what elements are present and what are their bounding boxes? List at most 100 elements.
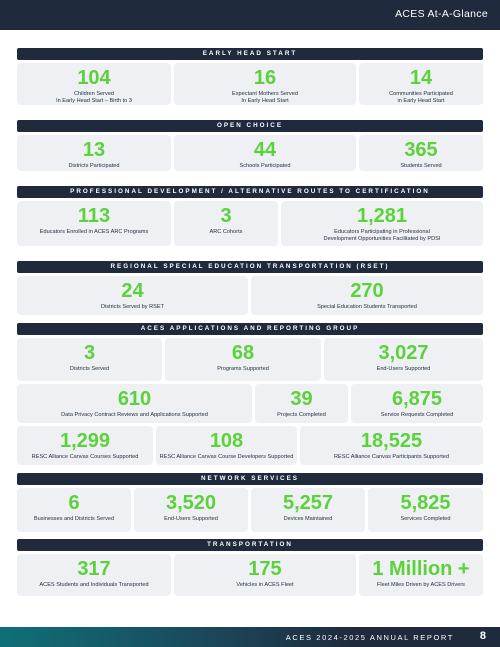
stat-card: 270 Special Education Students Transporte…	[251, 276, 483, 315]
section-6: TRANSPORTATION 317 ACES Students and Indiv…	[17, 539, 483, 596]
stat-value: 317	[77, 558, 111, 580]
section-title: OPEN CHOICE	[17, 120, 483, 132]
stat-value: 3,027	[378, 342, 429, 364]
stat-card: 6,875 Service Requests Completed	[351, 384, 483, 423]
page-header-title: ACES At-A-Glance	[395, 8, 488, 20]
stat-value: 6	[68, 492, 80, 514]
stat-card: 6 Businesses and Districts Served	[17, 488, 131, 532]
stat-label: Programs Supported	[217, 366, 269, 372]
stat-row: 13 Districts Participated 44 Schools Partic…	[17, 135, 483, 171]
stat-label: Expectant Mothers Served In Early Head S…	[232, 91, 298, 105]
stat-label: End-Users Supported	[376, 366, 431, 372]
section-2: PROFESSIONAL DEVELOPMENT / ALTERNATIVE R…	[17, 186, 483, 246]
stat-card: 39 Projects Completed	[255, 384, 348, 423]
section-5: NETWORK SERVICES 6 Businesses and District…	[17, 473, 483, 532]
stat-card: 104 Children Served In Early Head Start –…	[17, 63, 171, 105]
stat-card: 1 Million + Fleet Miles Driven by ACES Dr…	[359, 554, 483, 596]
stat-label: Data Privacy Contract Reviews and Applic…	[61, 412, 208, 418]
stat-label: Districts Served	[69, 366, 110, 372]
stat-card: 44 Schools Participated	[174, 135, 356, 171]
stat-label: Districts Participated	[68, 163, 120, 169]
stat-card: 113 Educators Enrolled in ACES ARC Progra…	[17, 201, 171, 246]
stat-label: Service Requests Completed	[380, 412, 454, 418]
section-title: PROFESSIONAL DEVELOPMENT / ALTERNATIVE R…	[17, 186, 483, 198]
stat-label: Districts Served by RSET	[100, 304, 165, 310]
stat-value: 3,520	[165, 492, 217, 514]
stat-card: 3,520 End-Users Supported	[134, 488, 248, 532]
stat-label: RESC Alliance Canvas Courses Supported	[31, 454, 139, 460]
stat-card: 16 Expectant Mothers Served In Early Head…	[174, 63, 356, 105]
stat-label: Students Served	[400, 163, 442, 169]
stat-row: 24 Districts Served by RSET 270 Special Edu…	[17, 276, 483, 315]
stat-value: 1 Million +	[372, 558, 470, 580]
stat-label: Special Education Students Transported	[317, 304, 417, 310]
section-title: TRANSPORTATION	[17, 539, 483, 551]
stat-value: 44	[253, 139, 277, 161]
section-0: EARLY HEAD START 104 Children Served In Ea…	[17, 48, 483, 105]
stat-value: 1,281	[356, 205, 408, 227]
stat-row: 1,299 RESC Alliance Canvas Courses Suppor…	[17, 426, 483, 465]
footer-report-title: ACES 2024-2025 ANNUAL REPORT	[285, 633, 454, 642]
section-3: REGIONAL SPECIAL EDUCATION TRANSPORTATIO…	[17, 261, 483, 315]
stat-value: 18,525	[360, 430, 423, 452]
stat-label: Communities Participated in Early Head S…	[389, 91, 453, 105]
stat-card: 18,525 RESC Alliance Canvas Participants …	[300, 426, 483, 465]
stat-card: 3 ARC Cohorts	[174, 201, 278, 246]
stat-card: 108 RESC Alliance Canvas Course Developer…	[156, 426, 297, 465]
stat-card: 3,027 End-Users Supported	[324, 338, 483, 381]
stat-card: 14 Communities Participated in Early Head…	[359, 63, 483, 105]
stat-label: RESC Alliance Canvas Participants Suppor…	[333, 454, 450, 460]
stat-label: Educators Participating in Professional …	[323, 229, 441, 243]
stat-label: Schools Participated	[239, 163, 291, 169]
stat-value: 16	[253, 67, 277, 89]
stat-value: 3	[220, 205, 232, 227]
stat-label: End-Users Supported	[164, 516, 218, 522]
section-title: EARLY HEAD START	[17, 48, 483, 60]
stat-value: 108	[209, 430, 244, 452]
stat-label: ACES Students and Individuals Transporte…	[39, 582, 149, 588]
stat-label: Services Completed	[400, 516, 451, 522]
stat-label: Devices Maintained	[283, 516, 333, 522]
stat-row: 3 Districts Served 68 Programs Supported 3,0…	[17, 338, 483, 381]
stat-label: Fleet Miles Driven by ACES Drivers	[377, 582, 465, 588]
stat-value: 104	[77, 67, 111, 89]
stat-label: Projects Completed	[277, 412, 326, 418]
stat-card: 24 Districts Served by RSET	[17, 276, 248, 315]
section-4: ACES APPLICATIONS AND REPORTING GROUP 3 Di…	[17, 323, 483, 465]
stat-value: 175	[248, 558, 282, 580]
stat-card: 365 Students Served	[359, 135, 483, 171]
stat-value: 24	[121, 280, 144, 302]
stat-row: 610 Data Privacy Contract Reviews and App…	[17, 384, 483, 423]
stat-card: 3 Districts Served	[17, 338, 162, 381]
stat-row: 104 Children Served In Early Head Start –…	[17, 63, 483, 105]
stat-card: 175 Vehicles in ACES Fleet	[174, 554, 356, 596]
stat-value: 270	[350, 280, 384, 302]
stat-value: 5,257	[282, 492, 334, 514]
stat-value: 1,299	[59, 430, 111, 452]
section-1: OPEN CHOICE 13 Districts Participated 44 Sch…	[17, 120, 483, 171]
stat-value: 39	[290, 388, 313, 410]
section-title: ACES APPLICATIONS AND REPORTING GROUP	[17, 323, 483, 335]
stat-card: 5,257 Devices Maintained	[251, 488, 365, 532]
stat-value: 68	[231, 342, 255, 364]
stat-card: 610 Data Privacy Contract Reviews and App…	[17, 384, 252, 423]
stat-value: 5,825	[400, 492, 451, 514]
stat-row: 317 ACES Students and Individuals Transpo…	[17, 554, 483, 596]
footer-banner: ACES 2024-2025 ANNUAL REPORT 8	[0, 627, 500, 647]
stat-label: RESC Alliance Canvas Course Developers S…	[159, 454, 294, 460]
stat-card: 68 Programs Supported	[165, 338, 321, 381]
stat-row: 6 Businesses and Districts Served 3,520 End…	[17, 488, 483, 532]
stat-value: 14	[409, 67, 433, 89]
stat-card: 317 ACES Students and Individuals Transpo…	[17, 554, 171, 596]
stat-value: 3	[83, 342, 96, 364]
stat-label: Educators Enrolled in ACES ARC Programs	[39, 229, 149, 235]
stat-value: 13	[82, 139, 106, 161]
stat-value: 6,875	[391, 388, 443, 410]
stat-value: 365	[404, 139, 438, 161]
stat-value: 610	[117, 388, 152, 410]
page-number: 8	[479, 630, 486, 642]
top-banner: ACES At-A-Glance	[0, 0, 500, 30]
stat-label: Vehicles in ACES Fleet	[236, 582, 294, 588]
stat-card: 5,825 Services Completed	[368, 488, 483, 532]
stat-label: Businesses and Districts Served	[33, 516, 115, 522]
